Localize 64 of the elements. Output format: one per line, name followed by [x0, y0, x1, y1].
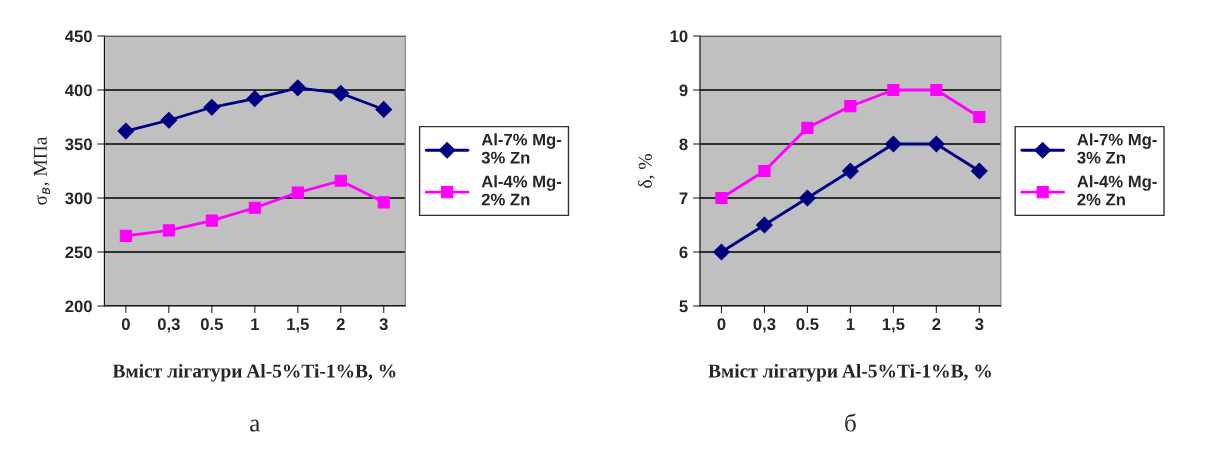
point — [758, 164, 771, 178]
x-tick-label: 0,3 — [157, 318, 180, 333]
y-tick-label: 6 — [679, 246, 688, 259]
point — [203, 98, 221, 116]
y-tick-label: 300 — [65, 192, 92, 205]
point — [160, 111, 178, 129]
point — [246, 90, 264, 108]
point — [884, 135, 902, 153]
point — [248, 201, 261, 214]
point — [842, 162, 859, 180]
point — [799, 189, 816, 207]
point — [332, 84, 350, 102]
text: б — [845, 413, 856, 432]
point — [289, 79, 307, 97]
point — [715, 191, 728, 205]
point — [887, 83, 900, 97]
point — [973, 110, 986, 124]
point — [713, 243, 730, 261]
y-tick-label: 9 — [679, 84, 688, 97]
point — [927, 135, 945, 153]
point — [844, 100, 857, 113]
text: а — [250, 419, 261, 432]
x-tick-label: 1,5 — [287, 318, 309, 333]
x-tick-label: 0.5 — [796, 318, 819, 331]
legend-label: Al-7% Mg-3% Zn — [1077, 133, 1157, 164]
point — [756, 216, 773, 234]
y-tick-label: 450 — [65, 30, 92, 43]
x-axis-title: Вміст лігатури Al-5%Ti-1%B, % — [708, 363, 991, 382]
y-tick-label: 400 — [65, 84, 92, 97]
y-axis-title: δ, % — [638, 154, 655, 188]
point — [117, 122, 135, 140]
legend-label: Al-7% Mg-3% Zn — [481, 133, 562, 164]
point — [334, 174, 347, 187]
point — [377, 196, 390, 209]
y-tick-label: 10 — [670, 30, 688, 43]
legend-label: Al-4% Mg-2% Zn — [481, 175, 562, 206]
y-tick-label: 250 — [65, 246, 92, 259]
x-tick-label: 2 — [336, 318, 345, 330]
point — [162, 224, 175, 237]
point — [970, 162, 988, 180]
x-tick-label: 1 — [251, 318, 259, 330]
x-tick-label: 3 — [975, 318, 984, 331]
x-tick-label: 1,5 — [882, 318, 905, 333]
y-tick-label: 200 — [65, 300, 92, 313]
point — [375, 101, 393, 118]
y-tick-label: 7 — [679, 192, 688, 205]
point — [930, 83, 943, 97]
legend-label: Al-4% Mg-2% Zn — [1077, 175, 1157, 206]
y-tick-label: 8 — [679, 138, 688, 151]
x-tick-label: 3 — [379, 318, 388, 331]
point — [291, 186, 304, 199]
y-axis-title: σ$_{в}$, МПа — [33, 136, 50, 205]
point — [801, 121, 814, 134]
x-tick-label: 0,3 — [753, 318, 776, 333]
x-tick-label: 2 — [932, 318, 941, 330]
point — [119, 229, 132, 242]
x-axis-title: Вміст лігатури Al-5%Ti-1%B, % — [112, 363, 396, 382]
x-tick-label: 0 — [121, 318, 130, 331]
x-tick-label: 0.5 — [200, 318, 223, 331]
y-tick-label: 5 — [679, 300, 688, 313]
point — [205, 214, 218, 227]
x-tick-label: 0 — [717, 318, 726, 331]
y-tick-label: 350 — [65, 138, 92, 151]
x-tick-label: 1 — [846, 318, 855, 330]
